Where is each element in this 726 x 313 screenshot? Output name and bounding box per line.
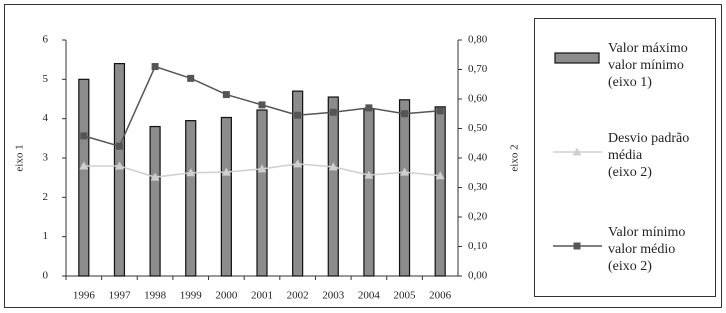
bar	[149, 125, 161, 277]
point	[436, 107, 444, 115]
y-tick-label: 0	[43, 270, 49, 282]
point	[329, 108, 337, 116]
bar	[398, 99, 411, 277]
x-tick-label: 2000	[215, 290, 238, 302]
point	[115, 142, 123, 150]
y2-tick-label: 0,30	[468, 181, 488, 193]
legend-marker	[573, 242, 581, 250]
point	[328, 162, 338, 171]
bar	[327, 96, 339, 277]
point	[151, 63, 159, 71]
x-tick-label: 2003	[322, 290, 345, 302]
bar	[113, 62, 126, 277]
legend-swatch	[554, 52, 600, 64]
point	[258, 101, 266, 109]
point	[222, 91, 230, 99]
point	[365, 104, 373, 112]
point	[257, 164, 267, 173]
x-tick-label: 2001	[251, 290, 273, 302]
y-tick-label: 2	[43, 191, 49, 203]
y-tick-label: 5	[43, 73, 49, 85]
legend-label: Valor mínimo valor médio (eixo 2)	[608, 225, 686, 274]
y-axis-label: eixo 1	[14, 144, 26, 171]
point	[114, 161, 124, 170]
legend-label: Valor máximo valor mínimo (eixo 1)	[608, 41, 688, 90]
legend-label: Desvio padrão média (eixo 2)	[608, 131, 690, 180]
legend-box	[534, 18, 716, 297]
point	[150, 172, 160, 181]
y-tick-label: 1	[43, 230, 49, 242]
y-tick-label: 6	[43, 34, 49, 46]
bar	[220, 116, 232, 277]
x-tick-label: 1997	[108, 290, 131, 302]
y2-tick-label: 0,10	[468, 240, 488, 252]
point	[294, 111, 302, 119]
x-tick-label: 1999	[180, 290, 203, 302]
bar	[256, 109, 268, 277]
y2-tick-label: 0,00	[468, 270, 488, 282]
point	[221, 167, 231, 176]
point	[435, 171, 445, 180]
point	[187, 74, 195, 82]
y2-tick-label: 0,80	[468, 34, 488, 46]
bar	[292, 90, 304, 277]
legend-marker	[572, 147, 582, 156]
y2-tick-label: 0,70	[468, 63, 488, 75]
y2-tick-label: 0,50	[468, 122, 488, 134]
x-tick-label: 2002	[287, 290, 309, 302]
x-tick-label: 1998	[144, 290, 167, 302]
point	[364, 170, 374, 179]
y2-tick-label: 0,40	[468, 152, 488, 164]
point	[293, 159, 303, 168]
y-tick-label: 3	[43, 152, 49, 164]
bar	[78, 78, 90, 277]
y2-tick-label: 0,20	[468, 211, 488, 223]
point	[400, 167, 410, 176]
bar	[434, 106, 446, 277]
x-tick-label: 2004	[358, 290, 381, 302]
frame	[4, 4, 722, 308]
y2-axis-label: eixo 2	[509, 144, 521, 171]
bar	[185, 120, 197, 277]
point	[186, 168, 196, 177]
point	[80, 132, 88, 140]
y-tick-label: 4	[43, 112, 49, 124]
point	[79, 161, 89, 170]
point	[401, 110, 409, 118]
y2-tick-label: 0,60	[468, 93, 488, 105]
bar	[363, 108, 375, 277]
x-tick-label: 2006	[429, 290, 452, 302]
x-tick-label: 1996	[73, 290, 96, 302]
x-tick-label: 2005	[394, 290, 417, 302]
